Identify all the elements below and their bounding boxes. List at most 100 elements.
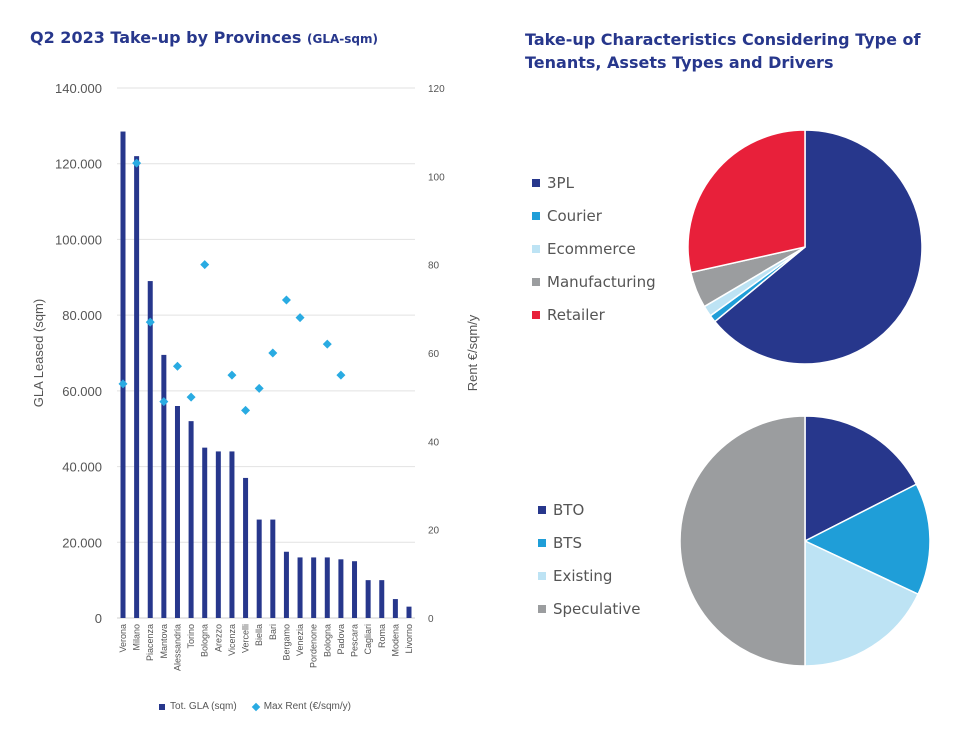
bar: [365, 580, 371, 618]
pie-legend-assets: BTO BTS Existing Speculative: [538, 493, 641, 625]
legend-swatch: [532, 277, 540, 286]
x-tick-label: Venezia: [295, 624, 305, 656]
bar: [324, 557, 330, 618]
bar: [215, 451, 221, 618]
x-tick-label: Milano: [132, 624, 142, 651]
bar: [202, 447, 208, 618]
rent-marker: [268, 348, 278, 358]
y-tick-label-left: 20.000: [62, 535, 102, 550]
legend-label: BTS: [553, 533, 582, 552]
legend-item: Manufacturing: [532, 265, 656, 298]
bar: [270, 519, 276, 618]
rent-marker: [322, 339, 332, 349]
pie-legend-tenants: 3PL Courier Ecommerce Manufacturing Retailer: [532, 166, 656, 331]
x-tick-label: Bergamo: [281, 624, 291, 661]
legend-item: Existing: [538, 559, 641, 592]
legend-label: BTO: [553, 500, 585, 519]
legend-label-gla: Tot. GLA (sqm): [170, 701, 237, 712]
y-axis-label-right: Rent €/sqm/y: [465, 314, 480, 391]
legend-label: Ecommerce: [547, 239, 636, 258]
bar: [406, 606, 412, 618]
bar: [134, 156, 140, 618]
bar: [338, 559, 344, 618]
rent-marker: [118, 379, 128, 389]
x-tick-label: Padova: [336, 624, 346, 655]
bar: [297, 557, 303, 618]
legend-label: Speculative: [553, 599, 641, 618]
legend-swatch: [532, 244, 540, 253]
x-tick-label: Bologna: [322, 624, 332, 657]
y-tick-label-left: 0: [95, 611, 102, 626]
y-tick-label-right: 80: [428, 261, 440, 272]
rent-marker: [159, 397, 169, 407]
x-tick-label: Livorno: [404, 624, 414, 654]
bar: [283, 551, 289, 618]
legend-swatch: [538, 571, 546, 580]
pie-slice: [804, 415, 918, 543]
pie-slice: [709, 246, 806, 323]
bar: [229, 451, 235, 618]
y-tick-label-left: 80.000: [62, 308, 102, 323]
legend-swatch: [532, 310, 540, 319]
legend-item-gla: Tot. GLA (sqm): [159, 701, 237, 712]
y-tick-label-right: 100: [428, 172, 445, 183]
x-tick-label: Cagliari: [363, 624, 373, 655]
rent-marker: [186, 392, 196, 402]
x-tick-label: Bari: [268, 624, 278, 640]
rent-marker: [132, 158, 142, 168]
rent-marker: [336, 370, 346, 380]
rent-marker: [295, 313, 305, 323]
x-tick-label: Arezzo: [213, 624, 223, 652]
legend-item: Ecommerce: [532, 232, 656, 265]
x-tick-label: Vercelli: [241, 624, 251, 653]
legend-item: 3PL: [532, 166, 656, 199]
x-tick-label: Modena: [390, 624, 400, 657]
legend-swatch: [538, 538, 546, 547]
x-tick-label: Roma: [377, 624, 387, 648]
bar: [174, 406, 180, 618]
y-tick-label-left: 100.000: [55, 232, 102, 247]
chart-title-right: Take-up Characteristics Considering Type…: [525, 30, 921, 72]
rent-marker: [254, 383, 264, 393]
bar: [311, 557, 317, 618]
bar-chart-legend: Tot. GLA (sqm) Max Rent (€/sqm/y): [0, 701, 510, 712]
bar: [243, 477, 249, 618]
pie-slice: [679, 415, 806, 667]
pie-slice: [803, 483, 931, 596]
x-tick-label: Biella: [254, 624, 264, 646]
x-tick-label: Alessandria: [172, 624, 182, 671]
bar: [120, 131, 126, 619]
x-tick-label: Pescara: [350, 624, 360, 657]
y-tick-label-right: 40: [428, 437, 440, 448]
chart-title-unit: (GLA-sqm): [306, 32, 378, 46]
legend-swatch: [532, 178, 540, 187]
rent-marker: [241, 405, 251, 415]
legend-label: Retailer: [547, 305, 605, 324]
legend-swatch: [538, 505, 546, 514]
legend-label: Manufacturing: [547, 272, 656, 291]
legend-swatch-rent: [251, 702, 260, 711]
legend-item-rent: Max Rent (€/sqm/y): [251, 701, 351, 712]
legend-label: Courier: [547, 206, 602, 225]
pie-slice: [713, 129, 923, 365]
y-tick-label-left: 140.000: [55, 81, 102, 96]
legend-item: BTS: [538, 526, 641, 559]
bar: [256, 519, 262, 618]
bar: [379, 580, 385, 618]
y-tick-label-left: 120.000: [55, 157, 102, 172]
legend-label: 3PL: [547, 173, 574, 192]
bar: [352, 561, 358, 618]
legend-item: BTO: [538, 493, 641, 526]
x-tick-label: Pordenone: [309, 624, 319, 668]
rent-marker: [227, 370, 237, 380]
pie-slice: [689, 246, 806, 308]
legend-swatch-gla: [159, 703, 166, 710]
rent-marker: [200, 260, 210, 270]
legend-label-rent: Max Rent (€/sqm/y): [263, 701, 351, 712]
chart-title-main: Q2 2023 Take-up by Provinces: [30, 28, 302, 47]
y-tick-label-left: 40.000: [62, 460, 102, 475]
x-tick-label: Bologna: [200, 624, 210, 657]
x-tick-label: Verona: [118, 624, 128, 653]
pie-slice: [687, 129, 806, 274]
bar: [392, 599, 398, 618]
